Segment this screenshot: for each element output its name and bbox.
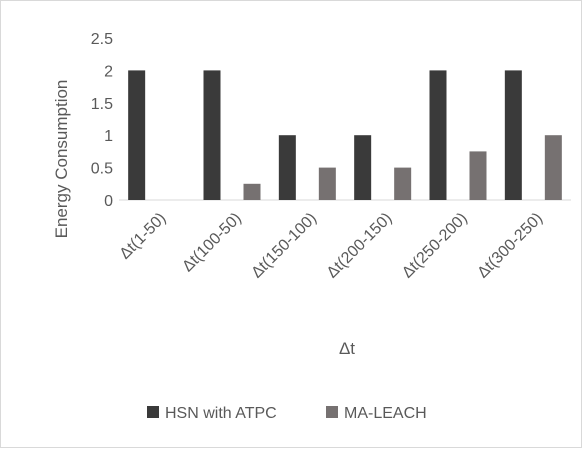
bar-ma-leach-1 (243, 183, 261, 200)
y-tick-label: 1 (104, 128, 113, 145)
y-tick-label: 1.5 (91, 96, 113, 113)
x-tick-label: Δt(1-50) (117, 210, 170, 263)
bar-ma-leach-4 (469, 151, 487, 200)
bar-hsn-with-atpc-3 (354, 135, 372, 200)
x-tick-label: Δt(200-150) (324, 210, 396, 282)
x-tick-label: Δt(250-200) (399, 210, 471, 282)
y-tick-label: 0 (104, 193, 113, 210)
bar-hsn-with-atpc-4 (429, 70, 447, 201)
bar-ma-leach-2 (318, 167, 336, 200)
bar-hsn-with-atpc-5 (504, 70, 522, 201)
x-tick-label: Δt(100-50) (179, 210, 244, 275)
y-axis-ticks: 0 0.5 1 1.5 2 2.5 (91, 31, 113, 210)
y-tick-label: 2 (104, 63, 113, 80)
y-axis-label: Energy Consumption (52, 80, 71, 239)
legend-label: MA-LEACH (344, 405, 427, 422)
y-tick-label: 0.5 (91, 161, 113, 178)
x-tick-label: Δt(300-250) (474, 210, 546, 282)
bar-hsn-with-atpc-1 (203, 70, 221, 201)
legend-swatch (147, 406, 159, 418)
bars (128, 70, 562, 201)
bar-ma-leach-5 (544, 135, 562, 200)
legend-swatch (326, 406, 338, 418)
bar-ma-leach-3 (394, 167, 412, 200)
x-axis-ticks: Δt(1-50) Δt(100-50) Δt(150-100) Δt(200-150)… (117, 210, 547, 282)
x-axis-label: Δt (339, 339, 355, 358)
y-tick-label: 2.5 (91, 31, 113, 48)
bar-hsn-with-atpc-2 (278, 135, 296, 200)
legend-label: HSN with ATPC (165, 405, 277, 422)
x-tick-label: Δt(150-100) (248, 210, 320, 282)
legend: HSN with ATPC MA-LEACH (147, 405, 427, 422)
bar-hsn-with-atpc-0 (128, 70, 146, 201)
